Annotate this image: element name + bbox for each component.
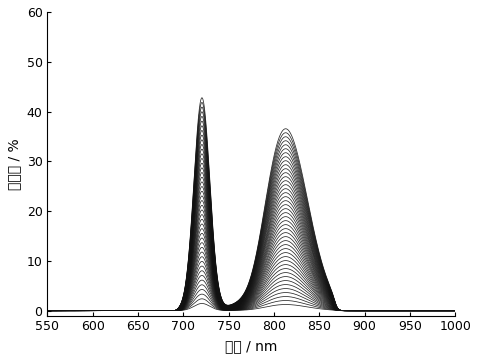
X-axis label: 波长 / nm: 波长 / nm — [225, 339, 277, 353]
Y-axis label: 透过率 / %: 透过率 / % — [7, 138, 21, 190]
